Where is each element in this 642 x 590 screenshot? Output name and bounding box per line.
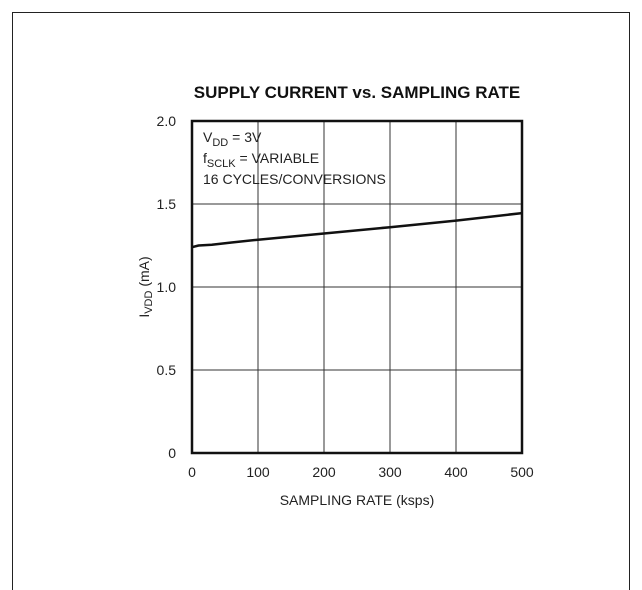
annotation-fsclk: fSCLK = VARIABLE bbox=[203, 150, 319, 170]
chart: SUPPLY CURRENT vs. SAMPLING RATE 0 100 200… bbox=[136, 83, 534, 508]
y-tick-labels: 0 0.5 1.0 1.5 2.0 bbox=[157, 113, 177, 461]
series bbox=[191, 211, 523, 249]
y-axis-label-sub: VDD bbox=[143, 291, 155, 314]
x-tick-label: 100 bbox=[246, 464, 270, 480]
series-line-0 bbox=[191, 211, 523, 249]
y-tick-label: 0 bbox=[168, 445, 176, 461]
plot-border bbox=[190, 119, 524, 455]
x-tick-label: 300 bbox=[378, 464, 402, 480]
y-tick-label: 2.0 bbox=[157, 113, 177, 129]
annotations: VDD = 3V fSCLK = VARIABLE 16 CYCLES/CONV… bbox=[203, 129, 386, 187]
x-tick-labels: 0 100 200 300 400 500 bbox=[188, 464, 534, 480]
y-tick-label: 0.5 bbox=[157, 362, 177, 378]
annotation-vdd: VDD = 3V bbox=[203, 129, 262, 149]
y-axis-label-main: I bbox=[136, 314, 152, 318]
annotation-cycles: 16 CYCLES/CONVERSIONS bbox=[203, 171, 386, 187]
chart-title: SUPPLY CURRENT vs. SAMPLING RATE bbox=[194, 83, 521, 102]
x-tick-label: 500 bbox=[510, 464, 534, 480]
y-axis-label: IVDD (mA) bbox=[136, 256, 155, 317]
y-tick-label: 1.0 bbox=[157, 279, 177, 295]
y-axis-label-unit: (mA) bbox=[136, 256, 152, 290]
figure-frame bbox=[12, 12, 630, 590]
x-tick-label: 0 bbox=[188, 464, 196, 480]
x-tick-label: 200 bbox=[312, 464, 336, 480]
x-axis-label: SAMPLING RATE (ksps) bbox=[280, 492, 435, 508]
x-tick-label: 400 bbox=[444, 464, 468, 480]
y-tick-label: 1.5 bbox=[157, 196, 177, 212]
